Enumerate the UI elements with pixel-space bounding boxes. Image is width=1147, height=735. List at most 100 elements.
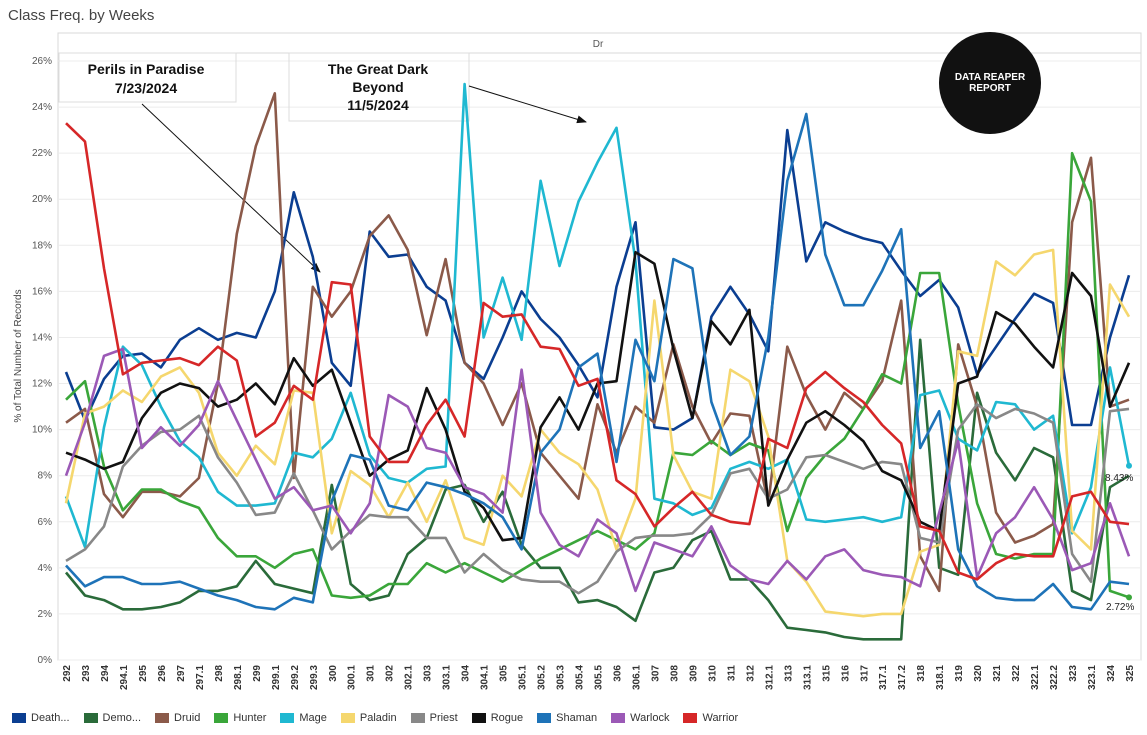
y-tick-label: 12% — [32, 379, 52, 390]
legend: Death... Demo... Druid Hunter Mage Paladin Pri… — [12, 712, 752, 724]
x-tick-label: 317.1 — [878, 665, 889, 690]
x-tick-label: 313.1 — [802, 665, 813, 690]
legend-item[interactable]: Rogue — [471, 712, 523, 724]
y-tick-label: 24% — [32, 102, 52, 113]
x-tick-label: 305 — [499, 665, 510, 682]
x-tick-label: 306 — [612, 665, 623, 682]
x-tick-label: 303 — [423, 665, 434, 682]
x-tick-label: 298 — [214, 665, 225, 682]
legend-item[interactable]: Paladin — [340, 712, 397, 724]
legend-swatch — [83, 713, 98, 723]
annotation-great-dark-line2: Beyond — [352, 79, 403, 95]
x-tick-label: 305.2 — [537, 665, 548, 690]
x-tick-label: 323.1 — [1087, 665, 1098, 690]
x-tick-label: 311 — [726, 665, 737, 682]
x-tick-label: 292 — [62, 665, 73, 682]
legend-label: Demo... — [102, 712, 142, 724]
legend-swatch — [214, 713, 229, 723]
annotation-arrow-great-dark — [468, 85, 587, 124]
x-tick-label: 307 — [650, 665, 661, 682]
legend-label: Priest — [429, 712, 458, 724]
x-tick-label: 308 — [669, 665, 680, 682]
annotation-perils-line2: 7/23/2024 — [115, 80, 177, 96]
legend-swatch — [340, 713, 355, 723]
annotation-arrow-perils — [141, 103, 321, 273]
y-tick-label: 4% — [38, 563, 53, 574]
x-tick-label: 312 — [745, 665, 756, 682]
legend-swatch — [280, 713, 295, 723]
legend-item[interactable]: Druid — [155, 712, 200, 724]
y-tick-label: 16% — [32, 286, 52, 297]
x-tick-label: 299.1 — [271, 665, 282, 690]
legend-swatch — [537, 713, 552, 723]
x-tick-label: 302.1 — [404, 665, 415, 690]
y-tick-label: 2% — [38, 609, 53, 620]
x-tick-label: 317 — [859, 665, 870, 682]
y-tick-label: 22% — [32, 148, 52, 159]
legend-label: Paladin — [359, 712, 397, 724]
end-marker-hunter — [1126, 594, 1132, 601]
y-tick-label: 10% — [32, 425, 52, 436]
legend-item[interactable]: Demo... — [83, 712, 142, 724]
x-tick-labels: 292 293 294 294.1 295 296 297 297.1 298 298.1 299 2… — [62, 665, 1136, 690]
x-tick-label: 312.1 — [764, 665, 775, 690]
legend-item[interactable]: Death... — [12, 712, 70, 724]
legend-swatch — [155, 713, 170, 723]
legend-item[interactable]: Priest — [410, 712, 458, 724]
legend-swatch — [471, 713, 486, 723]
x-tick-label: 298.1 — [233, 665, 244, 690]
chart-title: Class Freq. by Weeks — [8, 7, 155, 24]
legend-label: Mage — [299, 712, 327, 724]
x-tick-label: 299.2 — [290, 665, 301, 690]
x-tick-label: 297 — [176, 665, 187, 682]
x-tick-label: 295 — [138, 665, 149, 682]
x-tick-label: 324 — [1106, 665, 1117, 682]
annotation-great-dark-line1: The Great Dark — [328, 61, 429, 77]
y-axis-label: % of Total Number of Records — [13, 289, 24, 422]
x-tick-label: 322.2 — [1049, 665, 1060, 690]
x-tick-label: 322 — [1011, 665, 1022, 682]
y-tick-label: 18% — [32, 240, 52, 251]
x-tick-label: 318 — [916, 665, 927, 682]
x-tick-label: 310 — [707, 665, 718, 682]
y-tick-labels: 0% 2% 4% 6% 8% 10% 12% 14% 16% 18% 20% 22% 24% 26% — [32, 56, 52, 666]
series-line-death[interactable] — [64, 128, 1131, 431]
end-markers — [1126, 462, 1132, 601]
legend-item[interactable]: Shaman — [537, 712, 597, 724]
x-tick-label: 302 — [385, 665, 396, 682]
panel-header: Dr — [593, 39, 604, 50]
x-tick-label: 301 — [366, 665, 377, 682]
x-tick-label: 304.1 — [480, 665, 491, 690]
x-tick-label: 322.1 — [1030, 665, 1041, 690]
end-label-hunter: 2.72% — [1106, 602, 1134, 613]
legend-label: Shaman — [556, 712, 598, 724]
data-reaper-logo: DATA REAPER REPORT — [939, 32, 1041, 134]
series-line-demo[interactable] — [64, 338, 1130, 641]
annotation-box-great-dark — [288, 52, 470, 122]
legend-label: Druid — [174, 712, 201, 724]
series-line-paladin[interactable] — [64, 248, 1131, 618]
series-line-shaman[interactable] — [65, 112, 1130, 611]
y-tick-label: 8% — [38, 471, 53, 482]
legend-swatch — [12, 713, 26, 723]
x-tick-label: 313 — [783, 665, 794, 682]
x-tick-label: 305.3 — [556, 665, 567, 690]
legend-item[interactable]: Warrior — [683, 712, 738, 724]
legend-item[interactable]: Mage — [280, 712, 327, 724]
annotation-great-dark-line3: 11/5/2024 — [347, 97, 409, 113]
y-tick-label: 20% — [32, 194, 52, 205]
x-tick-label: 317.2 — [897, 665, 908, 690]
series-line-warlock[interactable] — [64, 347, 1131, 593]
series-line-warrior[interactable] — [65, 122, 1130, 581]
series-line-hunter[interactable] — [65, 151, 1130, 600]
logo-text: DATA REAPER REPORT — [954, 72, 1026, 94]
x-tick-label: 299 — [252, 665, 263, 682]
legend-item[interactable]: Warlock — [611, 712, 669, 724]
x-tick-label: 319 — [954, 665, 965, 682]
x-tick-label: 296 — [157, 665, 168, 682]
x-tick-label: 299.3 — [309, 665, 320, 690]
x-tick-label: 316 — [840, 665, 851, 682]
x-tick-label: 304 — [461, 665, 472, 682]
legend-item[interactable]: Hunter — [214, 712, 266, 724]
